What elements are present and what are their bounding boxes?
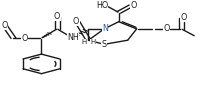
Text: O: O [130,1,136,10]
Text: N: N [102,24,108,33]
Text: O: O [22,34,28,43]
Text: O: O [164,24,170,33]
Text: NH: NH [67,33,79,42]
Text: O: O [180,13,186,22]
Text: H: H [82,40,87,45]
Text: HO: HO [96,1,108,10]
Text: H: H [90,39,96,45]
Text: O: O [73,17,79,26]
Text: S: S [102,40,107,49]
Text: O: O [2,21,8,30]
Text: O: O [54,12,60,21]
